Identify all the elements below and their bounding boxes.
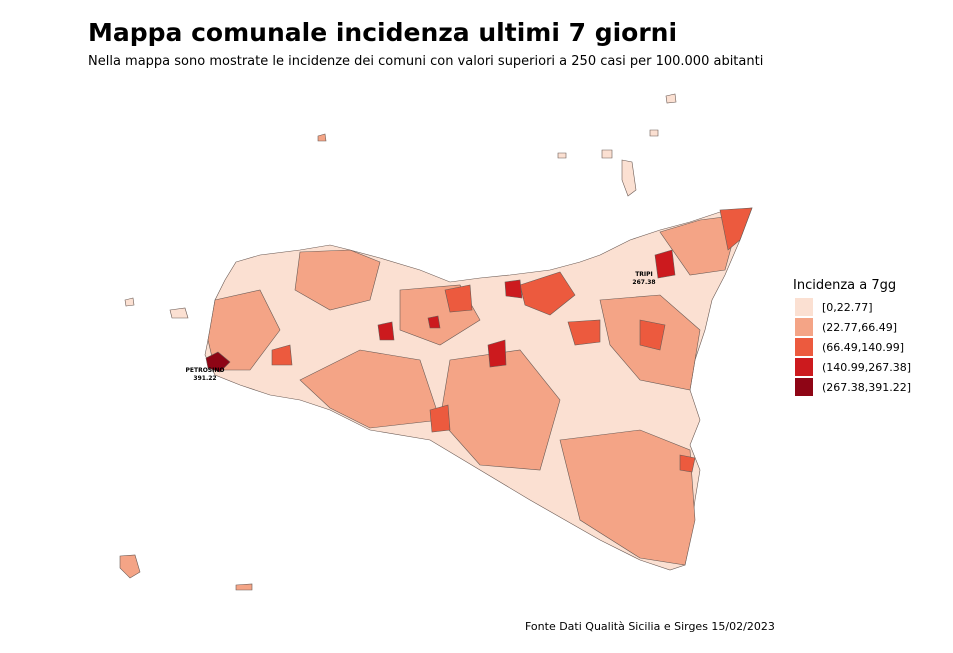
islet xyxy=(169,307,189,319)
islet xyxy=(649,129,659,137)
islet xyxy=(557,152,567,159)
area xyxy=(679,454,696,473)
legend-title: Incidenza a 7gg xyxy=(793,278,896,293)
area xyxy=(377,321,395,341)
area xyxy=(654,249,676,279)
area xyxy=(504,279,523,299)
annotation-name: TRIPI xyxy=(635,271,653,278)
islet xyxy=(235,583,253,591)
area xyxy=(559,429,696,566)
islet xyxy=(665,93,677,104)
area xyxy=(519,271,576,316)
subtitle: Nella mappa sono mostrate le incidenze d… xyxy=(88,54,764,69)
legend-label: (66.49,140.99] xyxy=(822,341,904,354)
legend-label: [0,22.77] xyxy=(822,301,873,314)
title: Mappa comunale incidenza ultimi 7 giorni xyxy=(88,18,678,47)
legend: [0,22.77] (22.77,66.49] (66.49,140.99] (140… xyxy=(795,298,911,396)
area xyxy=(639,319,666,351)
legend-label: (22.77,66.49] xyxy=(822,321,897,334)
legend-swatch xyxy=(795,318,813,336)
legend-swatch xyxy=(795,338,813,356)
legend-swatch xyxy=(795,378,813,396)
islet xyxy=(601,149,613,159)
islet xyxy=(621,159,637,197)
area xyxy=(294,249,381,311)
sicily xyxy=(119,93,753,591)
area xyxy=(427,315,441,329)
source: Fonte Dati Qualità Sicilia e Sirges 15/0… xyxy=(525,620,775,633)
annotation-name: PETROSINO xyxy=(186,367,225,374)
area xyxy=(567,319,601,346)
area xyxy=(444,284,473,313)
annotation-value: 267.38 xyxy=(632,279,655,286)
islet xyxy=(124,297,135,307)
area xyxy=(207,289,281,371)
legend-label: (140.99,267.38] xyxy=(822,361,911,374)
area xyxy=(429,404,451,433)
islet xyxy=(119,554,141,579)
area xyxy=(719,207,753,251)
legend-label: (267.38,391.22] xyxy=(822,381,911,394)
area xyxy=(271,344,293,366)
area xyxy=(487,339,507,368)
legend-swatch xyxy=(795,358,813,376)
annotation-value: 391.22 xyxy=(193,375,216,382)
islet xyxy=(317,133,327,142)
area xyxy=(205,351,231,373)
legend-swatch xyxy=(795,298,813,316)
